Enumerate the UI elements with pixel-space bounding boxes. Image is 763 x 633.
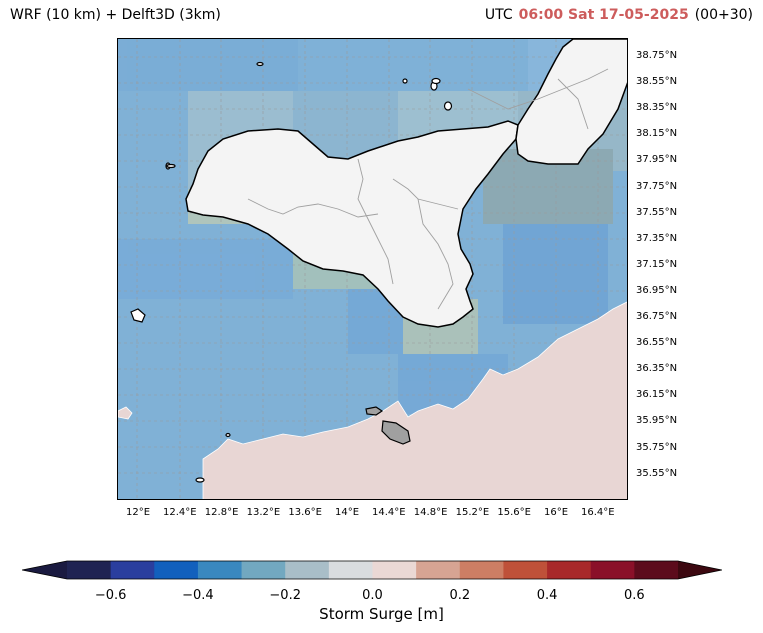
colorbar-tick-label: 0.0 <box>362 588 383 603</box>
map-canvas <box>118 39 627 499</box>
colorbar-extend-low <box>22 561 67 579</box>
calabria <box>515 39 627 165</box>
longitude-label: 15.6°E <box>497 507 531 518</box>
southern-coast <box>202 301 627 499</box>
latitude-label: 37.35°N <box>636 232 678 244</box>
longitude-label: 12.4°E <box>163 507 197 518</box>
longitude-label: 13.6°E <box>288 507 322 518</box>
longitude-label: 14.8°E <box>413 507 448 518</box>
colorbar-extend-high <box>678 561 722 579</box>
colorbar-segment <box>634 561 679 579</box>
latitude-label: 36.55°N <box>636 337 678 349</box>
latitude-label: 37.95°N <box>636 154 678 166</box>
colorbar-segment <box>154 561 199 579</box>
latitude-label: 35.75°N <box>636 441 678 453</box>
colorbar-segment <box>416 561 461 579</box>
forecast-datetime: 06:00 Sat 17-05-2025 <box>518 7 689 23</box>
latitude-label: 38.75°N <box>636 50 678 61</box>
longitude-label: 15.2°E <box>455 507 490 518</box>
latitude-label: 37.75°N <box>636 180 678 192</box>
longitude-label: 14.4°E <box>372 507 406 518</box>
colorbar-tick-label: −0.6 <box>94 588 127 603</box>
latitude-label: 36.35°N <box>636 363 678 375</box>
latitude-label: 38.35°N <box>636 102 678 114</box>
latitude-label: 36.95°N <box>636 284 678 296</box>
colorbar-segment <box>372 561 417 579</box>
colorbar-tick-label: 0.6 <box>624 588 645 603</box>
latitude-label: 38.15°N <box>636 128 678 140</box>
colorbar-segment <box>590 561 635 579</box>
colorbar-segment <box>547 561 592 579</box>
storm-surge-map <box>117 38 628 500</box>
colorbar-segment <box>285 561 330 579</box>
colorbar-outline <box>22 560 722 580</box>
colorbar-segment <box>197 561 243 579</box>
colorbar-tick-label: 0.2 <box>449 588 471 603</box>
gozo <box>365 406 384 416</box>
colorbar-label: Storm Surge [m] <box>319 605 444 623</box>
colorbar-segment <box>328 561 373 579</box>
colorbar-tick-label: −0.2 <box>269 588 301 603</box>
forecast-time: UTC 06:00 Sat 17-05-2025 (00+30) <box>485 7 753 23</box>
colorbar <box>22 560 722 580</box>
map-title: WRF (10 km) + Delft3D (3km) <box>10 7 221 23</box>
longitude-label: 14°E <box>334 507 360 518</box>
province-borders <box>247 68 609 310</box>
latitude-label: 37.15°N <box>636 258 678 270</box>
pantelleria <box>130 308 146 323</box>
colorbar-segment <box>459 561 504 579</box>
lead-time: (00+30) <box>694 7 753 23</box>
latitude-label: 37.55°N <box>636 206 678 218</box>
longitude-label: 16°E <box>543 507 569 518</box>
colorbar-tick-label: −0.4 <box>182 588 214 603</box>
colorbar-tick-label: 0.4 <box>536 588 558 603</box>
colorbar-segment <box>503 561 548 579</box>
longitude-label: 16.4°E <box>581 507 615 518</box>
latitude-label: 35.95°N <box>636 415 678 427</box>
latitude-label: 35.55°N <box>636 467 678 479</box>
longitude-label: 12°E <box>125 507 151 518</box>
aeolian-islands <box>165 61 453 483</box>
utc-label: UTC <box>484 7 513 23</box>
longitude-label: 12.8°E <box>204 507 239 518</box>
colorbar-segment <box>67 561 112 579</box>
sicily <box>185 120 519 328</box>
longitude-label: 13.2°E <box>246 507 281 518</box>
latitude-label: 36.75°N <box>636 311 678 322</box>
malta <box>381 420 411 445</box>
latitude-label: 36.15°N <box>636 389 678 401</box>
latitude-label: 38.55°N <box>636 76 678 88</box>
colorbar-segment <box>110 561 155 579</box>
colorbar-segment <box>241 561 286 579</box>
